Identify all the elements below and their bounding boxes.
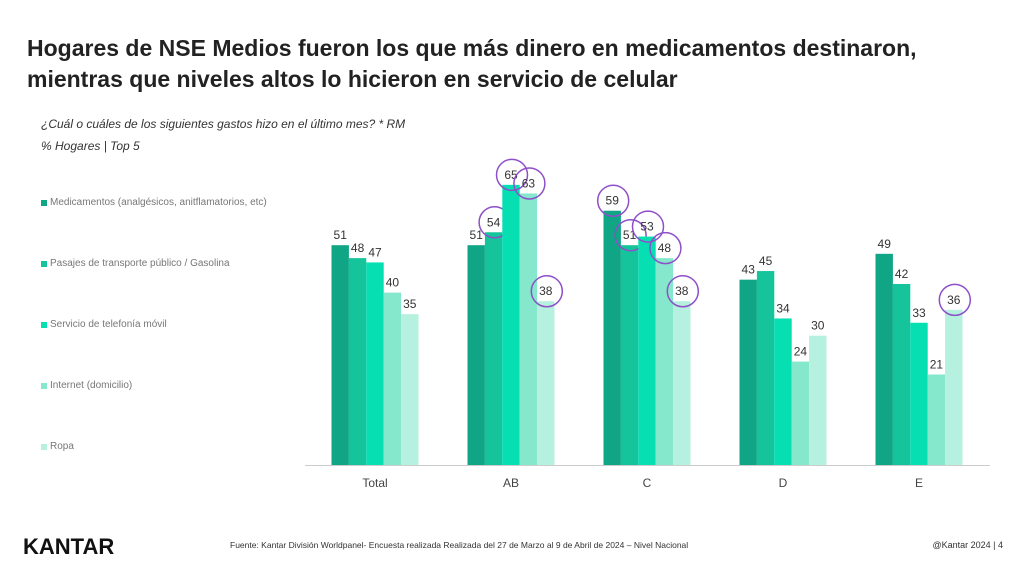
legend-swatch (41, 260, 47, 267)
legend-label: Servicio de telefonía móvil (50, 319, 167, 330)
bar (366, 262, 384, 465)
legend-label: Ropa (50, 441, 74, 452)
bar (401, 314, 419, 465)
bar (331, 245, 349, 465)
x-tick-label: D (779, 476, 788, 490)
data-label: 53 (640, 220, 654, 234)
data-label: 38 (675, 284, 689, 298)
highlight-circle (649, 231, 682, 265)
data-label: 38 (539, 284, 553, 298)
highlight-circle (938, 283, 972, 317)
highlight-circle (631, 210, 665, 243)
bar (638, 236, 656, 465)
legend-swatch (41, 443, 47, 450)
bar (927, 374, 946, 465)
legend-item: Internet (domicilio) (41, 380, 132, 391)
legend-item: Pasajes de transporte público / Gasolina (41, 258, 230, 269)
data-label: 59 (606, 194, 620, 208)
bar (519, 193, 538, 465)
bar (502, 184, 520, 465)
bar (774, 318, 792, 465)
bar (620, 245, 639, 465)
data-label: 43 (742, 263, 756, 277)
data-label: 63 (522, 176, 536, 190)
data-label: 36 (947, 293, 961, 307)
bar (673, 301, 691, 465)
highlight-circle (495, 158, 529, 192)
bar (348, 258, 367, 465)
bar (945, 309, 963, 465)
data-label: 48 (351, 241, 365, 255)
x-tick-label: C (643, 476, 652, 490)
bar (739, 279, 757, 465)
highlight-circle (530, 274, 564, 308)
page-title: Hogares de NSE Medios fueron los que más… (27, 35, 917, 92)
bar (892, 283, 911, 465)
bar (484, 232, 503, 465)
data-label: 48 (658, 241, 672, 255)
data-label: 30 (811, 319, 825, 333)
legend-item: Ropa (41, 441, 74, 452)
x-tick-label: E (915, 476, 923, 490)
source-note: Fuente: Kantar División Worldpanel- Encu… (230, 540, 689, 550)
subtitle: % Hogares | Top 5 (41, 139, 140, 153)
bar (809, 335, 827, 465)
data-label: 21 (930, 357, 944, 371)
bar (383, 292, 402, 465)
legend-label: Pasajes de transporte público / Gasolina (50, 258, 230, 269)
bar (875, 253, 893, 465)
highlight-circle (596, 184, 630, 217)
bar (537, 301, 555, 465)
page-number: @Kantar 2024 | 4 (932, 540, 1003, 550)
legend-swatch (41, 199, 47, 206)
data-label: 42 (895, 267, 909, 281)
data-label: 49 (878, 237, 892, 251)
data-label: 47 (368, 245, 382, 259)
question: ¿Cuál o cuáles de los siguientes gastos … (41, 117, 406, 131)
legend-label: Medicamentos (analgésicos, anitflamatori… (50, 197, 267, 208)
legend-swatch (41, 382, 47, 389)
legend-swatch (41, 321, 47, 328)
data-label: 45 (759, 254, 773, 268)
data-label: 33 (912, 306, 926, 320)
bar (756, 271, 775, 465)
data-label: 40 (386, 276, 400, 290)
legend-label: Internet (domicilio) (50, 380, 133, 391)
highlight-circle (513, 167, 546, 200)
data-label: 34 (776, 301, 790, 315)
kantar-logo: KANTAR (23, 534, 115, 559)
data-label: 24 (794, 345, 808, 359)
legend-item: Medicamentos (analgésicos, anitflamatori… (41, 197, 267, 208)
data-label: 54 (487, 215, 501, 229)
bar (791, 361, 810, 465)
data-label: 35 (403, 297, 417, 311)
highlight-circle (614, 218, 647, 252)
data-label: 51 (334, 228, 348, 242)
highlight-circle (666, 274, 700, 308)
bar (467, 245, 485, 465)
x-tick-label: Total (362, 476, 387, 490)
legend-item: Servicio de telefonía móvil (41, 319, 167, 330)
bar (603, 210, 621, 465)
bar (910, 322, 928, 465)
data-label: 51 (470, 228, 484, 242)
x-tick-label: AB (503, 476, 519, 490)
bar (655, 258, 674, 465)
